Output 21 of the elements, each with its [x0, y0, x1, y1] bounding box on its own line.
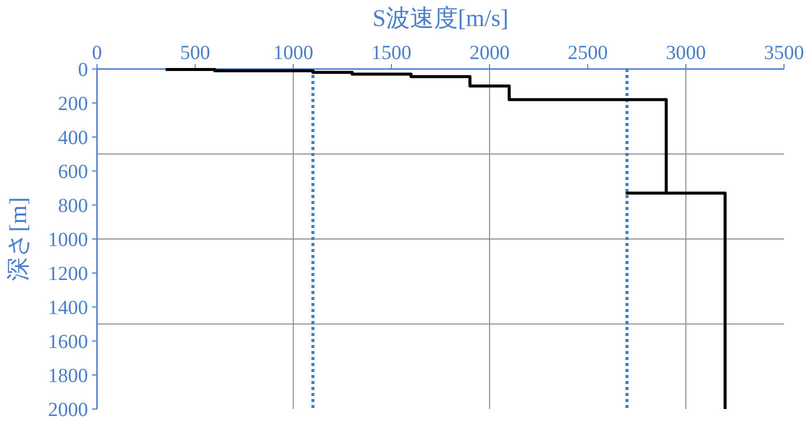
x-tick-label: 500: [180, 42, 210, 64]
y-tick-label: 800: [58, 195, 88, 217]
x-tick-label: 3500: [764, 42, 804, 64]
x-axis-title: S波速度[m/s]: [372, 5, 509, 32]
y-axis-title: 深さ[m]: [6, 197, 32, 281]
y-tick-label: 400: [58, 127, 88, 149]
y-tick-label: 1600: [48, 331, 88, 353]
y-tick-label: 2000: [48, 399, 88, 421]
y-tick-label: 1400: [48, 297, 88, 319]
x-tick-label: 3000: [666, 42, 706, 64]
y-tick-label: 1000: [48, 229, 88, 251]
x-tick-label: 1500: [371, 42, 412, 64]
x-tick-label: 2000: [470, 42, 510, 64]
x-tick-label: 1000: [273, 42, 314, 64]
y-tick-label: 600: [58, 161, 88, 183]
x-tick-label: 0: [92, 42, 102, 64]
y-tick-label: 200: [58, 93, 88, 115]
y-tick-label: 1200: [48, 263, 88, 285]
x-tick-label: 2500: [568, 42, 608, 64]
y-tick-label: 0: [78, 59, 88, 81]
y-tick-label: 1800: [48, 365, 88, 387]
